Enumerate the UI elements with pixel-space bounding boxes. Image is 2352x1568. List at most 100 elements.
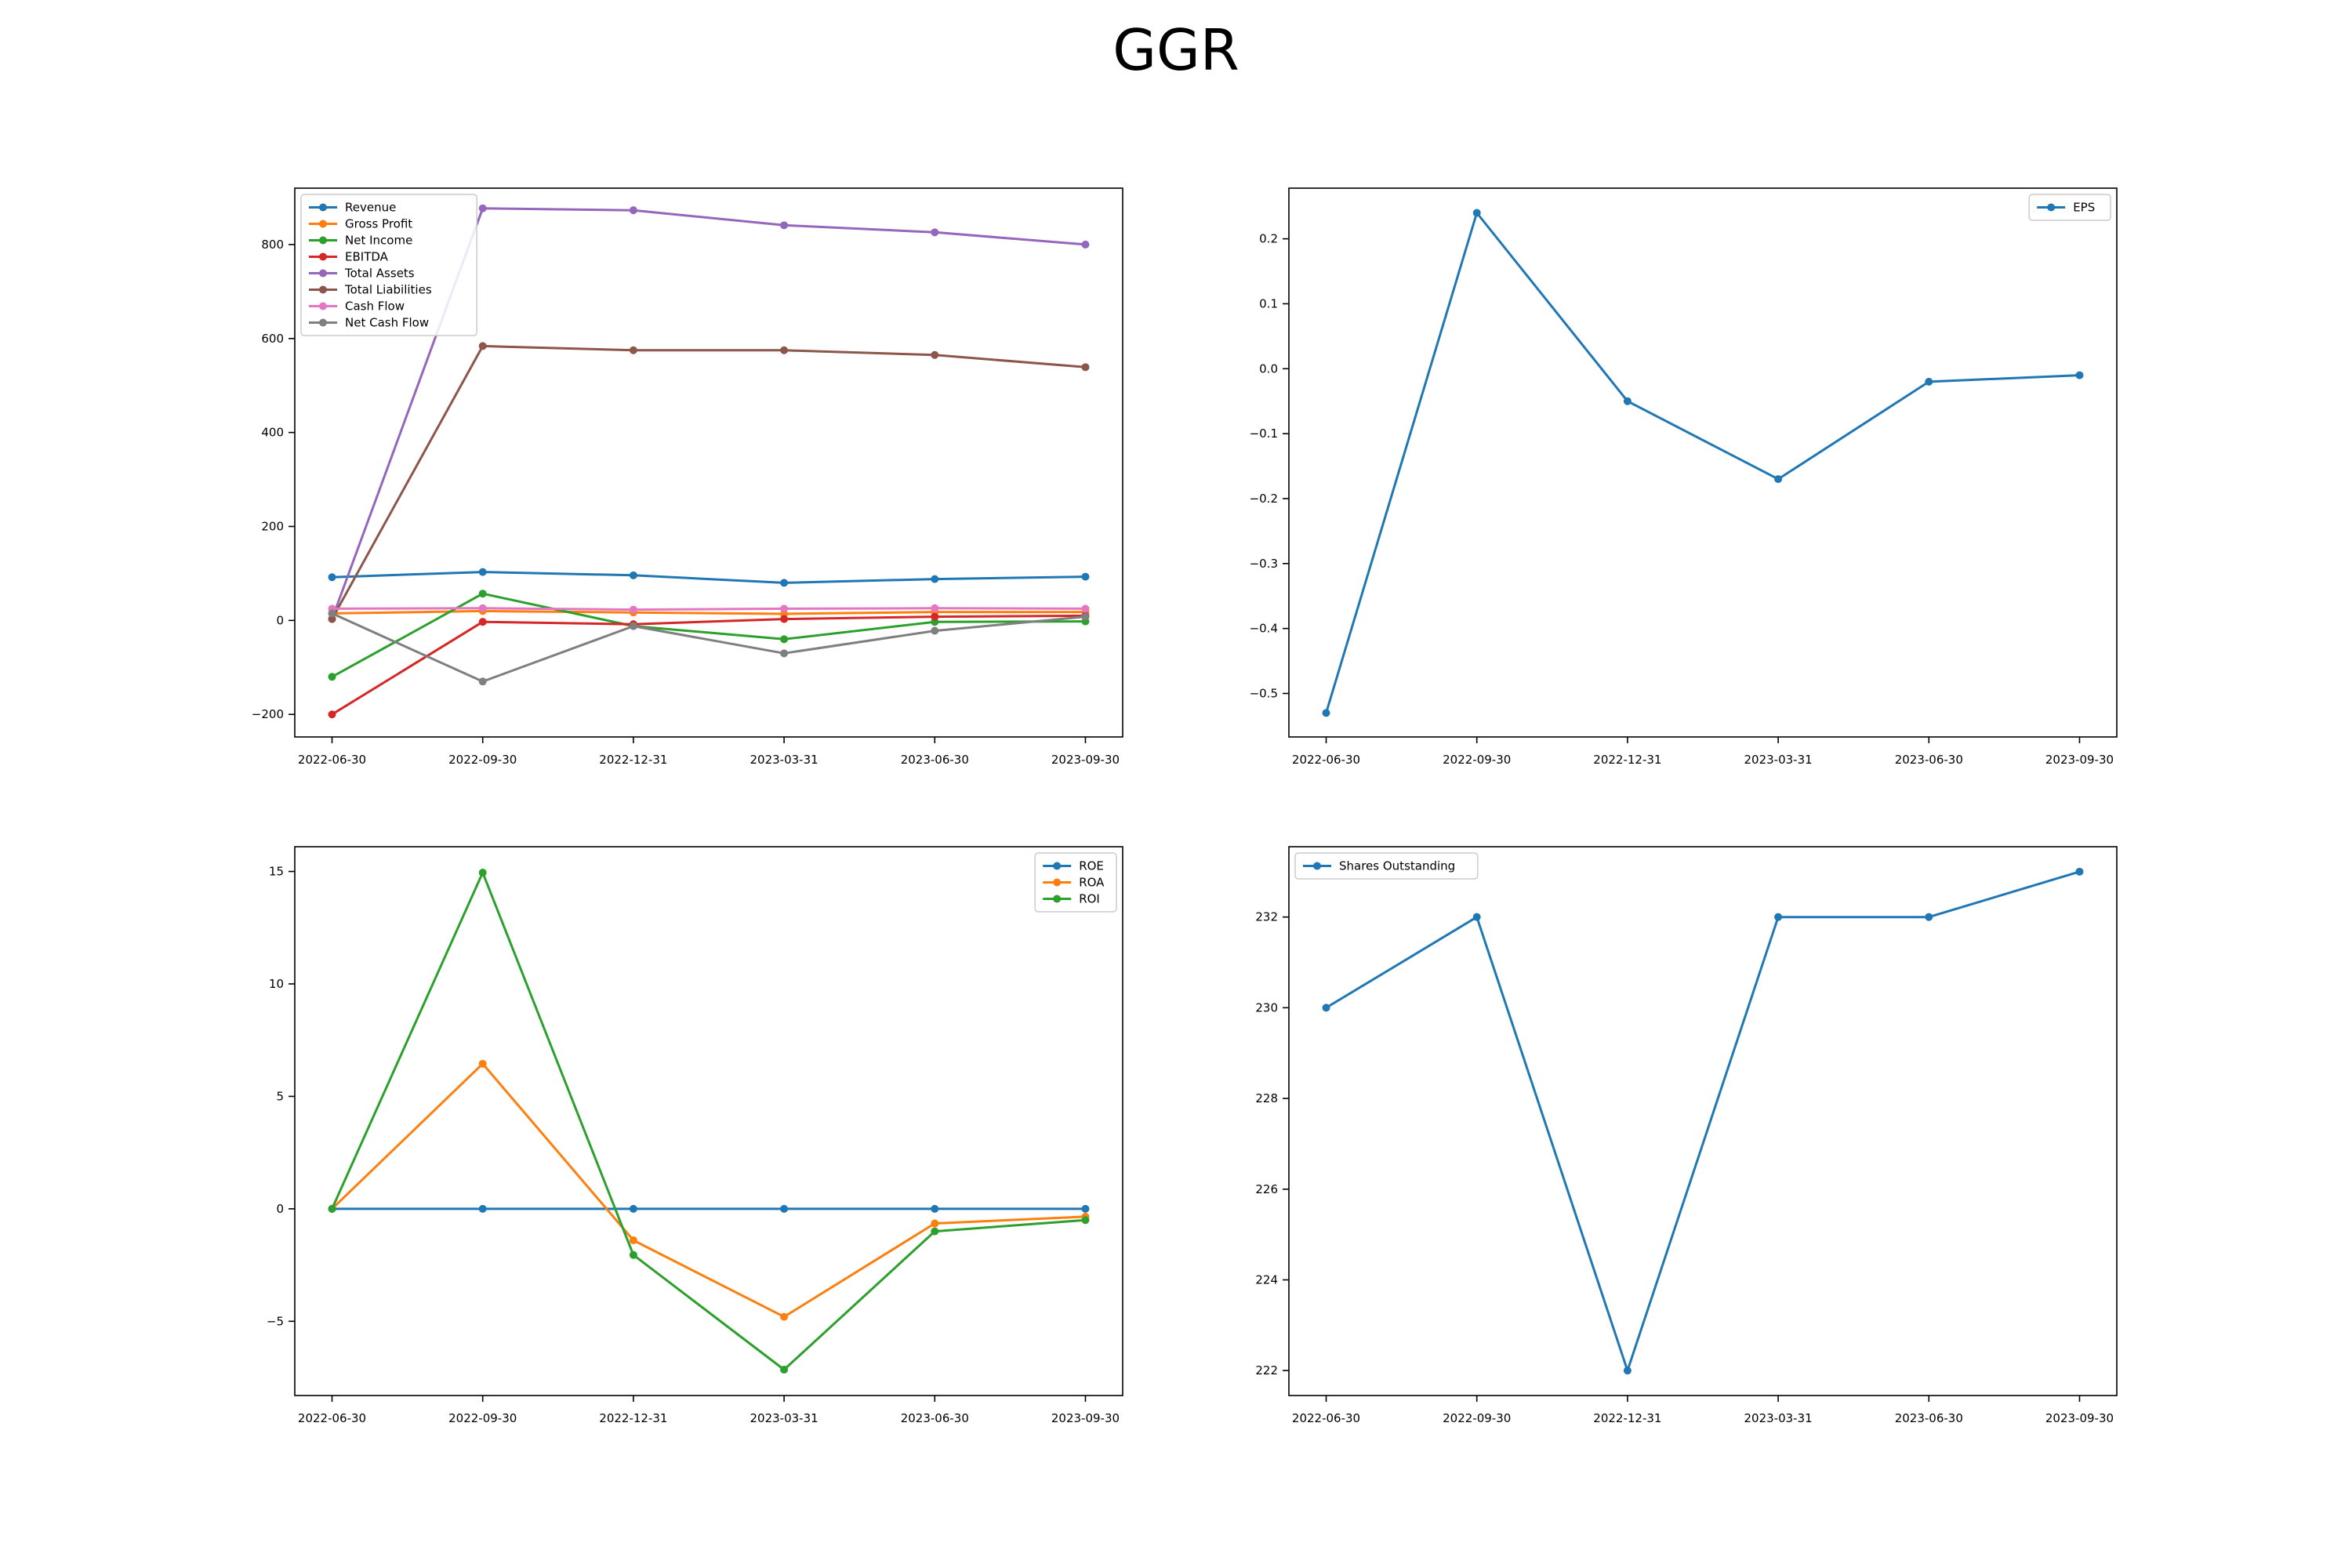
data-point: [780, 346, 789, 354]
data-point: [328, 673, 336, 681]
y-tick-label: 200: [261, 520, 284, 534]
data-point: [629, 1250, 637, 1259]
legend-label: Gross Profit: [345, 217, 412, 231]
y-tick-label: 222: [1255, 1363, 1278, 1377]
series-line-roi: [331, 871, 1086, 1371]
x-tick-label: 2022-09-30: [1443, 1411, 1511, 1425]
y-tick-label: 0.2: [1259, 232, 1278, 246]
y-tick-label: 232: [1255, 910, 1278, 924]
data-point: [1774, 475, 1783, 484]
y-tick-label: 5: [276, 1089, 284, 1103]
y-tick-label: −200: [252, 707, 284, 721]
legend-label: Net Income: [345, 234, 412, 248]
series-line-net-cash-flow: [331, 612, 1086, 683]
legend-marker: [319, 252, 327, 261]
y-tick-label: 226: [1255, 1182, 1278, 1196]
data-point: [1774, 913, 1783, 921]
data-point: [629, 1204, 637, 1213]
legend-box: [2028, 194, 2111, 221]
plot-frame: [1288, 846, 2118, 1396]
y-tick-label: 800: [261, 238, 284, 252]
data-point: [780, 635, 789, 644]
x-tick-label: 2022-09-30: [1443, 753, 1511, 767]
legend-label: EBITDA: [345, 250, 389, 264]
data-point: [478, 590, 487, 598]
data-point: [478, 1204, 487, 1213]
data-point: [328, 710, 336, 719]
x-tick-label: 2023-06-30: [1895, 1411, 1963, 1425]
x-tick-label: 2023-06-30: [901, 1411, 969, 1425]
data-point: [629, 571, 637, 579]
legend-marker: [1053, 862, 1062, 870]
x-tick-label: 2022-06-30: [1292, 753, 1360, 767]
series-line-eps: [1325, 212, 2080, 713]
data-point: [328, 1204, 336, 1213]
data-point: [1081, 604, 1090, 613]
x-tick-label: 2023-03-31: [1744, 753, 1813, 767]
legend-marker: [319, 203, 327, 212]
eps-chart-panel: 2022-06-30 2022-09-30 2022-12-31 2023-03-31…: [1250, 187, 2118, 767]
data-point: [931, 612, 939, 621]
y-tick-label: 600: [261, 332, 284, 346]
legend-label: ROI: [1079, 892, 1100, 906]
x-tick-label: 2023-09-30: [2045, 1411, 2114, 1425]
y-tick-label: 10: [269, 977, 284, 991]
x-tick-label: 2022-12-31: [599, 1411, 667, 1425]
data-point: [780, 615, 789, 623]
x-tick-label: 2023-06-30: [901, 753, 969, 767]
series-line-roa: [331, 1062, 1086, 1319]
data-point: [931, 604, 939, 612]
y-tick-label: 230: [1255, 1000, 1278, 1014]
data-point: [1081, 240, 1090, 249]
x-tick-label: 2023-09-30: [1051, 753, 1120, 767]
data-point: [1472, 209, 1481, 217]
data-point: [478, 618, 487, 626]
x-tick-label: 2022-06-30: [1292, 1411, 1360, 1425]
data-point: [931, 228, 939, 237]
y-tick-label: −0.1: [1250, 426, 1278, 441]
data-point: [1322, 709, 1330, 717]
legend-marker: [319, 318, 327, 327]
data-point: [629, 206, 637, 215]
y-tick-label: 0: [276, 613, 284, 627]
legend: Shares Outstanding: [1294, 852, 1479, 880]
legend-marker: [1053, 895, 1062, 903]
series-line-revenue: [332, 571, 1086, 584]
x-tick-label: 2022-09-30: [448, 1411, 517, 1425]
data-point: [1081, 612, 1090, 621]
legend-label: ROA: [1079, 876, 1105, 890]
data-point: [629, 1236, 637, 1245]
legend-marker: [2047, 203, 2056, 212]
x-tick-label: 2023-09-30: [2045, 753, 2114, 767]
legend-label: Shares Outstanding: [1339, 859, 1455, 873]
y-tick-label: 15: [269, 865, 284, 879]
x-tick-label: 2022-09-30: [448, 753, 517, 767]
data-point: [1081, 363, 1090, 372]
y-tick-label: −0.4: [1250, 622, 1278, 636]
y-tick-label: −5: [267, 1314, 284, 1328]
data-point: [629, 346, 637, 354]
legend: EPS: [2028, 194, 2111, 221]
y-tick-label: −0.3: [1250, 557, 1278, 571]
y-tick-label: 400: [261, 426, 284, 440]
data-point: [931, 626, 939, 635]
series-line-ebitda: [331, 614, 1086, 716]
data-point: [478, 677, 487, 686]
shares-outstanding-chart-panel: 2022-06-30 2022-09-30 2022-12-31 2023-03-31…: [1255, 846, 2118, 1425]
data-point: [1623, 1367, 1632, 1375]
series-line-cash-flow: [332, 607, 1086, 612]
legend-marker: [319, 236, 327, 245]
legend-marker: [319, 269, 327, 278]
data-point: [780, 1366, 789, 1374]
legend-box: [300, 194, 477, 336]
data-point: [1081, 1216, 1090, 1225]
legend-label: Total Assets: [344, 267, 415, 281]
legend: ROE ROA ROI: [1034, 852, 1117, 913]
data-point: [328, 573, 336, 582]
data-point: [478, 342, 487, 350]
data-point: [1925, 913, 1933, 921]
plot-frame: [294, 846, 1123, 1396]
legend-marker: [1313, 862, 1321, 870]
data-point: [478, 204, 487, 212]
